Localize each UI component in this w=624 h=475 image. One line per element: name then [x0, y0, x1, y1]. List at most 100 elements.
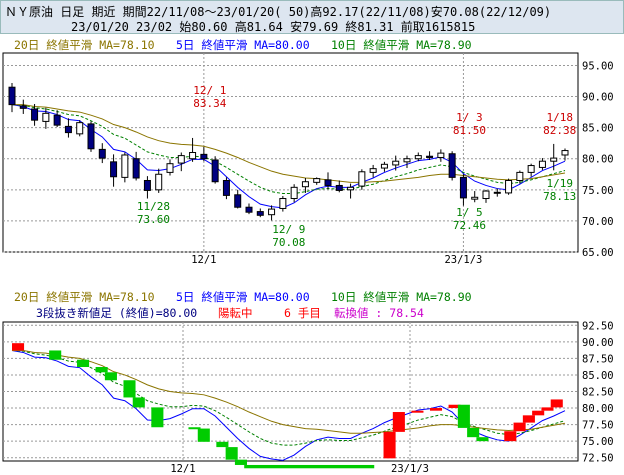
ma-line-bottom — [11, 349, 566, 446]
x-tick-label: 12/1 — [191, 254, 216, 266]
annotation-value: 73.60 — [137, 213, 170, 226]
legend-ma5-bottom: 5日 終値平滑 MA=80.00 — [176, 290, 310, 304]
annotation-date: 1/ 3 — [456, 111, 483, 124]
new-price-bar — [513, 422, 526, 432]
candle — [426, 155, 434, 158]
legend-ma20: 20日 終値平滑 MA=78.10 — [14, 38, 155, 52]
annotation-value: 82.38 — [543, 124, 576, 137]
kagi-label: 3段抜き新値足 (終値)=80.00 — [36, 306, 198, 320]
candle — [471, 196, 479, 200]
y-tick-label: 65.00 — [582, 247, 614, 259]
new-price-bar — [123, 380, 136, 398]
annotation-date: 11/28 — [137, 200, 170, 213]
candle — [347, 186, 355, 191]
candle — [301, 181, 309, 188]
y-tick-label: 75.00 — [582, 436, 614, 448]
candle — [279, 198, 287, 209]
ma-line-10 — [11, 104, 566, 195]
new-price-bar — [392, 412, 405, 432]
legend-ma20-bottom: 20日 終値平滑 MA=78.10 — [14, 290, 155, 304]
candle — [200, 153, 208, 160]
new-price-bar — [188, 427, 201, 430]
new-price-bar — [383, 431, 396, 459]
candle — [64, 125, 72, 134]
new-price-bar — [522, 415, 535, 423]
candle — [155, 173, 163, 191]
ma-line-5 — [11, 104, 566, 209]
new-price-bar — [12, 343, 25, 351]
candle — [132, 158, 140, 179]
annotation-value: 81.50 — [453, 124, 486, 137]
new-price-bar — [197, 428, 210, 442]
y-tick-label: 75.00 — [582, 185, 614, 197]
new-price-bar — [225, 447, 238, 460]
annotation-value: 78.13 — [543, 190, 576, 203]
candle — [31, 108, 39, 121]
annotation-date: 1/18 — [546, 111, 573, 124]
new-price-bar — [476, 437, 489, 442]
annotation-date: 12/ 1 — [193, 84, 226, 97]
candle — [392, 160, 400, 166]
new-price-bar — [541, 407, 554, 411]
ma-line-bottom — [12, 349, 566, 434]
candle — [324, 179, 332, 186]
legend-ma5: 5日 終値平滑 MA=80.00 — [176, 38, 310, 52]
new-price-bar — [234, 459, 247, 465]
y-tick-label: 72.50 — [582, 453, 614, 465]
x-tick-label: 23/1/3 — [444, 254, 482, 266]
new-price-bar — [132, 397, 145, 408]
annotation-date: 12/ 9 — [272, 223, 305, 236]
annotation-date: 1/19 — [546, 177, 573, 190]
new-price-bar — [532, 410, 545, 416]
candle — [87, 123, 95, 150]
candle — [358, 171, 366, 187]
candle — [177, 155, 185, 164]
annotation-value: 72.46 — [453, 219, 486, 232]
candle — [53, 114, 61, 126]
candle — [76, 122, 84, 135]
new-price-bar — [151, 407, 164, 428]
candle — [459, 176, 467, 199]
legend-ma10-bottom: 10日 終値平滑 MA=78.90 — [331, 290, 472, 304]
candle — [121, 154, 129, 178]
candle — [538, 160, 546, 168]
y-tick-label: 90.00 — [582, 337, 614, 349]
candle — [527, 165, 535, 173]
y-tick-label: 85.00 — [582, 123, 614, 135]
new-price-bar — [448, 404, 461, 409]
y-tick-label: 77.50 — [582, 420, 614, 432]
candle — [143, 179, 151, 191]
candle — [234, 194, 242, 208]
candle — [166, 163, 174, 173]
candle — [369, 168, 377, 173]
y-tick-label: 80.00 — [582, 403, 614, 415]
new-price-bar — [467, 427, 480, 438]
candle — [313, 178, 321, 183]
candle — [516, 171, 524, 181]
new-price-bar — [49, 350, 62, 360]
candle — [561, 150, 569, 156]
candle — [256, 211, 264, 216]
y-tick-label: 90.00 — [582, 92, 614, 104]
new-price-bar — [457, 404, 470, 428]
candle — [211, 159, 219, 183]
kagi-reversal: 転換値 : 78.54 — [334, 306, 424, 320]
candle — [493, 191, 501, 194]
candle — [8, 86, 16, 106]
new-price-bar — [504, 431, 517, 442]
candle — [403, 158, 411, 163]
candle — [268, 208, 276, 216]
header-line2: 23/01/20 23/02 始80.60 高81.64 安79.69 終81.… — [71, 20, 476, 34]
candle — [110, 161, 118, 178]
candle — [437, 152, 445, 158]
annotation-value: 70.08 — [272, 236, 305, 249]
new-price-bar — [104, 372, 117, 381]
new-price-bar — [550, 399, 563, 408]
candle — [245, 206, 253, 213]
new-price-bar — [244, 464, 375, 469]
new-price-bar — [411, 410, 424, 413]
x-tick-label: 23/1/3 — [391, 463, 429, 475]
candle — [222, 179, 230, 196]
new-price-bar — [95, 367, 108, 373]
